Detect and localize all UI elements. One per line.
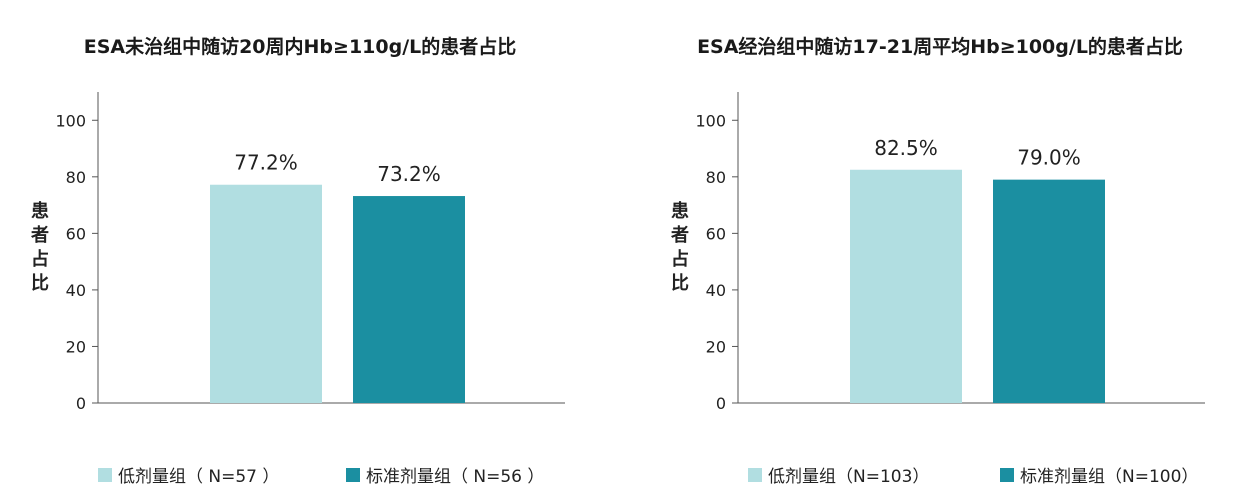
legend-swatch [98, 467, 112, 482]
bar-value-label: 73.2% [377, 162, 441, 186]
chart-plot: 0 20 40 60 80 100 患者占比 82.5% 79.0% [670, 92, 1205, 413]
y-axis-label-char: 患 [671, 201, 689, 222]
legend-swatch [1000, 467, 1014, 482]
y-tick-label: 0 [716, 394, 726, 413]
legend-swatch [346, 467, 360, 482]
y-tick-label: 80 [66, 168, 86, 187]
chart-title: ESA经治组中随访17-21周平均Hb≥100g/L的患者占比 [697, 36, 1183, 58]
legend-item-low-dose: 低剂量组（N=103） [748, 462, 929, 487]
bar-value-label: 82.5% [874, 136, 938, 160]
y-tick-label: 100 [55, 111, 86, 130]
legend-item-low-dose: 低剂量组（ N=57 ） [98, 462, 279, 487]
bar [210, 184, 322, 403]
y-tick-label: 20 [66, 337, 86, 356]
legend-label: 低剂量组（N=103） [768, 467, 930, 487]
y-tick-label: 60 [706, 224, 726, 243]
legend-swatch [748, 467, 762, 482]
legend-item-standard-dose: 标准剂量组（ N=56 ） [346, 462, 544, 487]
bar [353, 196, 465, 403]
y-tick-label: 20 [706, 337, 726, 356]
bar-value-label: 79.0% [1017, 146, 1081, 170]
y-axis-label-char: 比 [31, 273, 49, 294]
bar-value-label: 77.2% [234, 151, 298, 175]
y-tick-label: 60 [66, 224, 86, 243]
y-axis-label-char: 患 [31, 201, 49, 222]
chart-title: ESA未治组中随访20周内Hb≥110g/L的患者占比 [83, 36, 517, 58]
chart-panel-treated: ESA经治组中随访17-21周平均Hb≥100g/L的患者占比 0 20 40 60 8… [660, 0, 1260, 498]
y-axis-label-char: 占 [671, 248, 689, 270]
chart-plot: 0 20 40 60 80 100 患者占比 77.2% 73.2% [30, 92, 565, 413]
y-axis-label-char: 者 [30, 225, 49, 246]
legend-label: 标准剂量组（N=100） [1020, 467, 1199, 487]
chart-legend: 低剂量组（N=103） 标准剂量组（N=100） [660, 462, 1260, 487]
y-axis-label-char: 者 [670, 225, 689, 246]
y-tick-label: 0 [76, 394, 86, 413]
chart-panel-untreated: ESA未治组中随访20周内Hb≥110g/L的患者占比 0 20 40 60 80 100… [20, 0, 620, 498]
y-axis-label-char: 占 [31, 248, 49, 270]
bar [850, 169, 962, 403]
bar [993, 179, 1105, 403]
chart-legend: 低剂量组（ N=57 ） 标准剂量组（ N=56 ） [20, 462, 620, 487]
legend-item-standard-dose: 标准剂量组（N=100） [1000, 462, 1198, 487]
y-tick-label: 40 [706, 281, 726, 300]
y-tick-label: 100 [695, 111, 726, 130]
y-tick-label: 80 [706, 168, 726, 187]
y-tick-label: 40 [66, 281, 86, 300]
legend-label: 低剂量组（ N=57 ） [118, 467, 280, 487]
legend-label: 标准剂量组（ N=56 ） [366, 467, 545, 487]
y-axis-label-char: 比 [671, 273, 689, 294]
